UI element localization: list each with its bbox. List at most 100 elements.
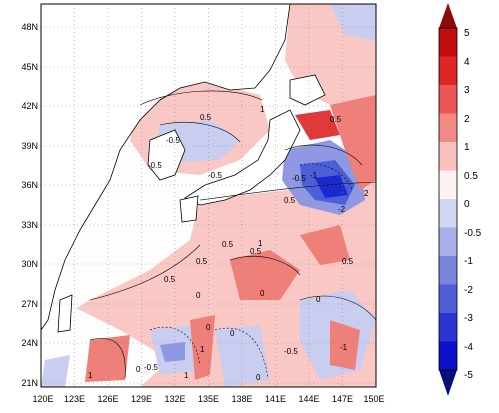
colorbar-segment bbox=[439, 199, 457, 228]
contour-line bbox=[299, 295, 376, 321]
lon-label: 141E bbox=[265, 394, 286, 404]
contour-label: -1 bbox=[310, 171, 318, 180]
contour-label: 0.5 bbox=[164, 275, 176, 284]
lat-label: 33N bbox=[21, 220, 38, 230]
lon-label: 150E bbox=[363, 394, 384, 404]
negative-patch-sw bbox=[41, 355, 70, 387]
contour-label: -0.5 bbox=[292, 174, 306, 183]
contour-label: 0 bbox=[256, 373, 261, 382]
contour-label: 0.5 bbox=[330, 115, 342, 124]
lon-label: 138E bbox=[231, 394, 252, 404]
contour-label: 1 bbox=[258, 239, 263, 248]
positive-patch-sw bbox=[85, 335, 130, 382]
contour-label: 1 bbox=[200, 345, 205, 354]
colorbar-segment bbox=[439, 28, 457, 57]
colorbar-segment bbox=[439, 85, 457, 114]
colorbar-label: 4 bbox=[464, 57, 470, 68]
anomaly-field: -0.5 0.5 -0.5 1 -0.5 0.5 -1 -0.5 -2 2 0.… bbox=[41, 4, 376, 387]
colorbar-bottom-triangle bbox=[439, 370, 457, 396]
contour-label: 0 bbox=[136, 365, 141, 374]
colorbar-label: 5 bbox=[464, 28, 470, 39]
contour-label: 0.5 bbox=[284, 196, 296, 205]
colorbar-segment bbox=[439, 170, 457, 200]
contour-line bbox=[89, 338, 126, 379]
colorbar-segment bbox=[439, 56, 457, 86]
lon-label: 129E bbox=[131, 394, 152, 404]
negative-patch-2 bbox=[215, 325, 270, 387]
land-hokkaido bbox=[289, 74, 326, 106]
colorbar-label: 2 bbox=[464, 114, 470, 125]
contour-label: -0.5 bbox=[166, 136, 180, 145]
contour-label: 0 bbox=[230, 329, 235, 338]
contour-label: 0 bbox=[316, 295, 321, 304]
lat-label: 27N bbox=[21, 299, 38, 309]
colorbar-segment bbox=[439, 227, 457, 257]
contour-label: 1 bbox=[88, 371, 93, 380]
lon-label: 123E bbox=[64, 394, 85, 404]
contour-label: 0 bbox=[206, 323, 211, 332]
contour-label: -1 bbox=[340, 343, 348, 352]
lon-label: 126E bbox=[97, 394, 118, 404]
latitude-axis: 48N 45N 42N 39N 36N 33N 30N 27N 24N 21N bbox=[21, 22, 38, 388]
colorbar-label: -1 bbox=[464, 256, 473, 267]
lat-label: 45N bbox=[21, 62, 38, 72]
core-negative-area bbox=[315, 175, 348, 198]
lat-label: 39N bbox=[21, 141, 38, 151]
colorbar-label: -3 bbox=[464, 313, 473, 324]
contour-line bbox=[139, 90, 263, 106]
contour-line bbox=[284, 144, 363, 166]
colorbar-label: -5 bbox=[464, 370, 473, 381]
strong-positive-area bbox=[295, 110, 340, 140]
negative-patch-1-core bbox=[160, 342, 185, 362]
negative-area-far-ne bbox=[330, 4, 376, 40]
land-japan-honshu bbox=[184, 109, 301, 206]
lat-label: 24N bbox=[21, 338, 38, 348]
contour-label: -0.5 bbox=[208, 171, 222, 180]
colorbar-top-triangle bbox=[439, 3, 457, 28]
contour-label: -0.5 bbox=[148, 161, 162, 170]
colorbar-label: 3 bbox=[464, 85, 470, 96]
colorbar: 5 4 3 2 1 0.5 0 -0.5 -1 -2 -3 -4 -5 bbox=[438, 3, 482, 396]
lat-label: 36N bbox=[21, 180, 38, 190]
colorbar-segments bbox=[439, 28, 457, 371]
contour-line bbox=[214, 327, 269, 379]
lat-label: 30N bbox=[21, 259, 38, 269]
contour-label: -0.5 bbox=[144, 363, 158, 372]
lat-label: 48N bbox=[21, 22, 38, 32]
colorbar-segment bbox=[439, 113, 457, 143]
contour-label: 0.5 bbox=[196, 257, 208, 266]
lon-label: 120E bbox=[32, 394, 53, 404]
lon-label: 144E bbox=[298, 394, 319, 404]
contour-line bbox=[299, 163, 353, 191]
contour-label: 0.5 bbox=[342, 257, 354, 266]
lon-label: 135E bbox=[198, 394, 219, 404]
land-taiwan bbox=[57, 294, 73, 333]
contour-label: 0.5 bbox=[250, 247, 262, 256]
positive-area-east bbox=[330, 95, 376, 190]
colorbar-outline bbox=[438, 27, 458, 371]
contour-label-layer: -0.5 0.5 -0.5 1 -0.5 0.5 -1 -0.5 -2 2 0.… bbox=[88, 105, 369, 382]
lat-label: 42N bbox=[21, 101, 38, 111]
contour-line bbox=[229, 256, 301, 276]
contour-line bbox=[199, 181, 376, 201]
contour-label: 1 bbox=[184, 371, 189, 380]
positive-patch-2 bbox=[190, 315, 215, 380]
contour-line bbox=[159, 122, 241, 143]
colorbar-segment bbox=[439, 341, 457, 371]
contour-label: 0.5 bbox=[222, 240, 234, 249]
positive-patch-3 bbox=[330, 320, 360, 370]
contour-label: 0.5 bbox=[200, 113, 212, 122]
colorbar-label: -4 bbox=[464, 342, 473, 353]
land-korea bbox=[147, 129, 186, 181]
colorbar-label: -2 bbox=[464, 285, 473, 296]
lat-label: 21N bbox=[21, 378, 38, 388]
colorbar-label: 0 bbox=[464, 199, 470, 210]
contour-label: 0 bbox=[196, 291, 201, 300]
lon-label: 147E bbox=[332, 394, 353, 404]
colorbar-label: -0.5 bbox=[464, 228, 482, 239]
contour-label: -2 bbox=[338, 205, 346, 214]
colorbar-segment bbox=[439, 256, 457, 285]
land-asia bbox=[41, 4, 291, 331]
